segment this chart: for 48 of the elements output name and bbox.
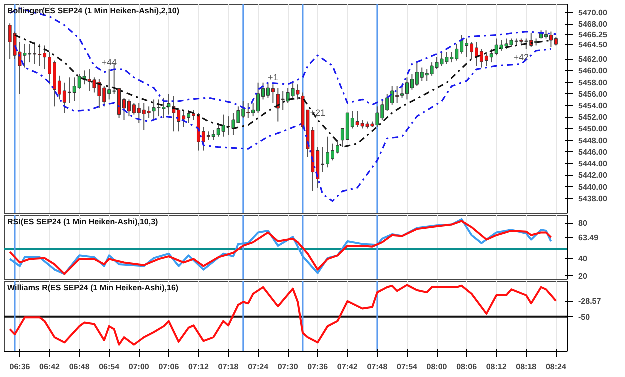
annotation: +1: [268, 72, 278, 83]
y-tick-label: 5446.00: [578, 148, 608, 157]
x-tick-label: 07:18: [218, 362, 240, 372]
y-tick-label: 5450.00: [578, 124, 608, 134]
y-tick-label: 5442.00: [578, 171, 608, 180]
x-tick-label: 08:06: [456, 362, 478, 372]
x-tick-label: 08:18: [516, 362, 538, 372]
x-tick-label: 07:42: [337, 362, 358, 372]
x-tick-label: 08:24: [546, 362, 567, 372]
y-tick-label: 5438.00: [578, 194, 608, 204]
y-tick-label: 5440.00: [578, 182, 608, 192]
x-tick-label: 08:00: [426, 362, 448, 372]
annotation: +21: [310, 108, 326, 118]
annotation: +44: [102, 58, 118, 68]
y-tick-label: 5464.50: [578, 40, 608, 50]
annotation: +42: [514, 52, 530, 62]
y-tick-label: 5460.00: [578, 66, 608, 76]
y-tick-label: 5452.00: [578, 113, 608, 122]
y-tick-label: 80: [578, 219, 588, 228]
x-tick-label: 06:54: [99, 362, 120, 372]
x-tick-label: 07:48: [367, 362, 388, 372]
x-tick-label: 06:48: [69, 362, 90, 372]
y-tick-label: 40: [578, 254, 588, 264]
y-tick-label: 5468.00: [578, 20, 608, 30]
x-tick-label: 07:24: [248, 362, 270, 372]
y-tick-label: 5456.00: [578, 90, 608, 99]
line-series: [9, 284, 558, 346]
y-tick-label: 5454.00: [578, 102, 608, 111]
x-tick-label: 07:06: [158, 362, 180, 372]
y-tick-label: 5462.00: [578, 55, 608, 64]
y-tick-label: 20: [578, 272, 588, 281]
y-tick-label: 5470.00: [578, 8, 608, 18]
x-tick-label: 07:00: [128, 362, 150, 372]
line-series: [9, 8, 557, 111]
x-tick-label: 07:12: [188, 362, 210, 372]
x-tick-label: 08:12: [486, 362, 508, 372]
y-tick-label: 5466.25: [578, 30, 608, 40]
y-tick-label: 5458.00: [578, 78, 608, 88]
x-tick-label: 06:36: [10, 362, 31, 372]
x-tick-label: 07:30: [278, 362, 299, 372]
y-tick-label: 5444.00: [578, 160, 608, 169]
y-tick-label: 63.49: [578, 234, 600, 243]
x-tick-label: 07:36: [308, 362, 329, 372]
y-tick-label: 5448.00: [578, 136, 608, 146]
x-tick-label: 07:54: [397, 362, 418, 372]
y-tick-label: -28.57: [578, 297, 602, 306]
y-tick-label: -50: [578, 312, 591, 322]
x-tick-label: 06:42: [40, 362, 61, 372]
